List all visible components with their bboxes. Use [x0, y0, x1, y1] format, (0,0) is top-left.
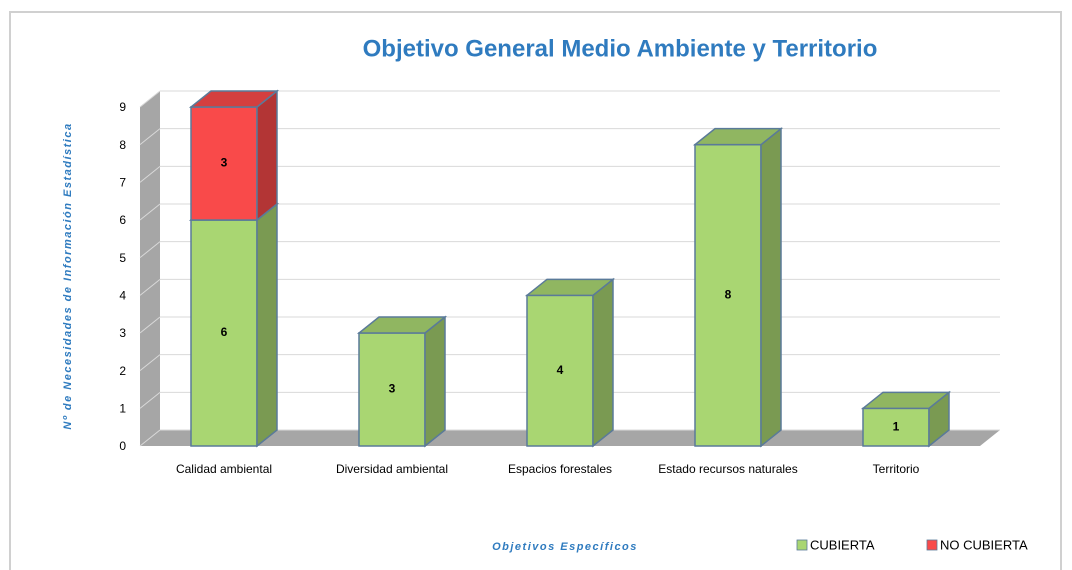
y-tick-label: 7: [119, 176, 126, 190]
bar-top: [860, 391, 952, 410]
bar-side: [256, 89, 278, 222]
bar-side: [256, 202, 278, 448]
x-tick-label: Estado recursos naturales: [658, 462, 798, 476]
data-label: 6: [221, 325, 228, 339]
legend-label: CUBIERTA: [810, 537, 875, 552]
grid-line-side: [139, 241, 161, 259]
y-tick-label: 2: [119, 364, 126, 378]
y-tick-label: 0: [119, 439, 126, 453]
y-tick-label: 3: [119, 326, 126, 340]
x-tick-label: Diversidad ambiental: [335, 462, 449, 476]
data-label: 4: [557, 363, 564, 377]
x-tick-label: Calidad ambiental: [175, 462, 273, 476]
legend-swatch: [926, 539, 938, 551]
data-label: 8: [725, 288, 732, 302]
grid-line-side: [139, 316, 161, 334]
chart-title: Objetivo General Medio Ambiente y Territ…: [363, 35, 878, 62]
bar-top: [188, 90, 280, 108]
y-tick-label: 6: [119, 213, 126, 227]
y-axis-title: Nº de Necesidades de Información Estadís…: [62, 122, 74, 429]
y-tick-label: 4: [119, 289, 126, 303]
grid-line-side: [139, 278, 161, 296]
bar-top: [692, 127, 784, 146]
grid-line-side: [139, 429, 161, 447]
grid-line-side: [139, 354, 161, 372]
y-tick-label: 9: [119, 100, 126, 114]
x-axis-title: Objetivos Específicos: [492, 541, 638, 553]
bar-top: [356, 316, 448, 334]
grid-line-side: [139, 90, 161, 108]
y-tick-label: 5: [119, 251, 126, 265]
bar-side: [760, 127, 782, 448]
grid-line-side: [139, 203, 161, 221]
bar-side: [592, 277, 614, 448]
bar: [358, 332, 426, 447]
bar-side: [424, 315, 446, 448]
chart-frame: [9, 11, 1062, 570]
bar: [526, 294, 594, 447]
data-label: 3: [221, 156, 228, 170]
legend-label: NO CUBIERTA: [940, 537, 1028, 552]
bar-top: [524, 278, 616, 297]
bar: [190, 219, 258, 447]
left-wall: [140, 91, 160, 446]
data-label: 3: [389, 382, 396, 396]
grid-line-side: [139, 391, 161, 409]
y-tick-label: 8: [119, 138, 126, 152]
data-label: 1: [893, 419, 900, 433]
x-tick-label: Territorio: [872, 462, 920, 476]
y-tick-label: 1: [119, 402, 126, 416]
x-tick-label: Espacios forestales: [507, 462, 613, 476]
legend-swatch: [796, 539, 808, 551]
grid-line-side: [139, 128, 161, 146]
grid-line-side: [139, 165, 161, 183]
